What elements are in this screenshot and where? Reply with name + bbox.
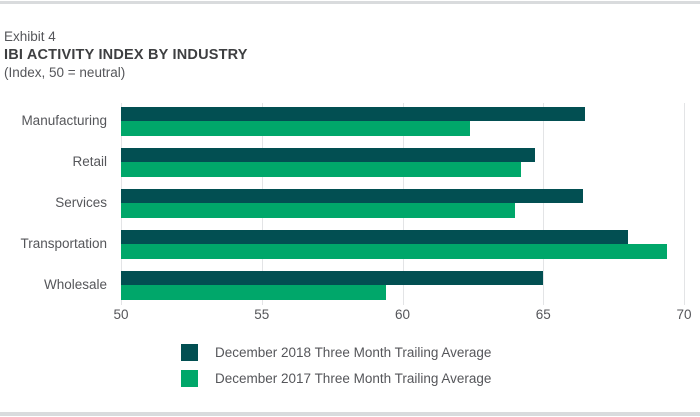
legend-swatch <box>181 370 198 387</box>
legend: December 2018 Three Month Trailing Avera… <box>181 344 491 396</box>
category-label: Services <box>55 195 107 211</box>
bar-services-series-1 <box>121 203 516 218</box>
gridline <box>543 103 545 305</box>
x-tick-label: 50 <box>113 307 129 322</box>
x-tick-label: 60 <box>394 307 411 322</box>
legend-row: December 2018 Three Month Trailing Avera… <box>181 344 491 361</box>
gridline <box>684 103 685 305</box>
value-axis: 50 55 60 65 70 <box>113 306 691 324</box>
category-axis: Manufacturing Retail Services Transportatio… <box>0 103 114 305</box>
legend-row: December 2017 Three Month Trailing Avera… <box>181 370 491 387</box>
legend-swatch <box>181 344 198 361</box>
legend-label: December 2017 Three Month Trailing Avera… <box>215 371 492 386</box>
bar-transportation-series-0 <box>121 230 628 245</box>
x-tick-label: 65 <box>535 307 551 322</box>
chart-header: Exhibit 4 IBI ACTIVITY INDEX BY INDUSTRY… <box>4 28 248 82</box>
category-label: Wholesale <box>43 277 107 293</box>
x-tick-label: 70 <box>676 307 692 322</box>
bar-retail-series-1 <box>121 162 521 177</box>
bar-services-series-0 <box>121 189 583 204</box>
bar-manufacturing-series-1 <box>121 121 471 136</box>
category-label: Retail <box>72 154 107 170</box>
x-tick-label: 55 <box>254 307 270 322</box>
bar-transportation-series-1 <box>121 244 668 259</box>
bottom-divider <box>0 412 700 416</box>
legend-label: December 2018 Three Month Trailing Avera… <box>215 345 492 360</box>
bar-wholesale-series-0 <box>121 271 544 286</box>
chart-subtitle: (Index, 50 = neutral) <box>4 65 126 80</box>
category-label: Transportation <box>20 236 107 252</box>
top-divider <box>0 1 700 4</box>
bar-manufacturing-series-0 <box>121 107 586 122</box>
exhibit-label: Exhibit 4 <box>4 29 56 44</box>
plot-area <box>121 103 685 305</box>
bar-retail-series-0 <box>121 148 535 163</box>
bar-wholesale-series-1 <box>121 285 386 300</box>
chart-title: IBI ACTIVITY INDEX BY INDUSTRY <box>4 47 248 63</box>
category-label: Manufacturing <box>21 113 107 129</box>
